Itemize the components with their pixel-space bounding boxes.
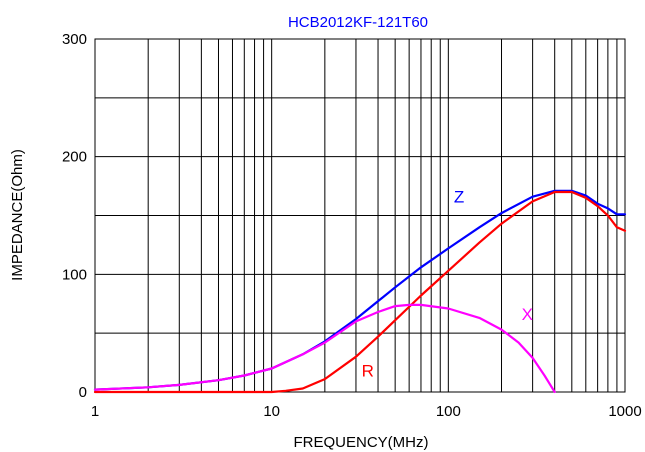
series-label-z: Z bbox=[454, 188, 464, 207]
series-annotations: Z R X bbox=[362, 188, 533, 381]
y-axis-title: IMPEDANCE(Ohm) bbox=[9, 149, 26, 281]
series-label-x: X bbox=[522, 305, 533, 324]
series-x-line bbox=[93, 303, 556, 394]
chart-grid bbox=[94, 38, 625, 393]
series-lines bbox=[93, 189, 627, 394]
series-r-line bbox=[93, 190, 627, 394]
x-axis-title: FREQUENCY(MHz) bbox=[294, 434, 429, 451]
y-tick-label: 300 bbox=[62, 31, 87, 48]
x-tick-label: 100 bbox=[436, 403, 461, 420]
x-tick-label: 1 bbox=[91, 403, 99, 420]
plot-frame bbox=[94, 38, 626, 393]
y-tick-label: 200 bbox=[62, 149, 87, 166]
chart-title: HCB2012KF-121T60 bbox=[288, 14, 428, 31]
x-axis-ticks: 1 10 100 1000 bbox=[91, 403, 642, 420]
x-tick-label: 1000 bbox=[608, 403, 641, 420]
y-tick-label: 100 bbox=[62, 266, 87, 283]
y-axis-ticks: 0 100 200 300 bbox=[62, 31, 87, 401]
y-tick-label: 0 bbox=[79, 384, 87, 401]
x-tick-label: 10 bbox=[263, 403, 280, 420]
series-label-r: R bbox=[362, 362, 374, 381]
